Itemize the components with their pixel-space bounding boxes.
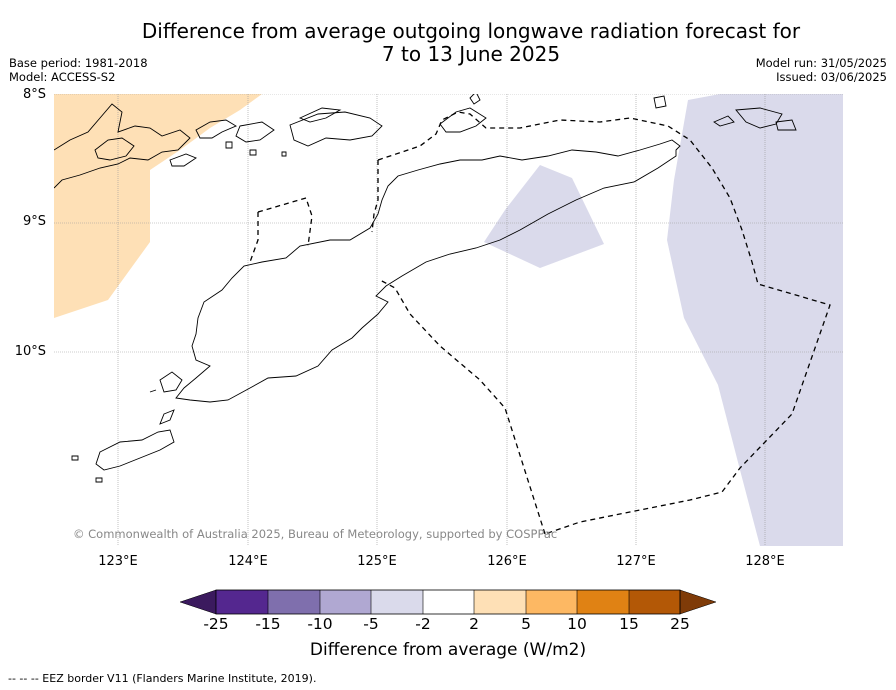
colorbar-segment-6 — [474, 590, 526, 614]
colorbar-frame — [215, 589, 681, 615]
base-period: Base period: 1981-2018 — [9, 56, 148, 70]
lon-label-126e: 126°E — [487, 554, 527, 569]
colorbar-tick: 15 — [619, 615, 639, 633]
colorbar-segment-8 — [577, 590, 629, 614]
colorbar-tick: -15 — [255, 615, 281, 633]
colorbar-segment-5 — [423, 590, 474, 614]
lon-label-128e: 128°E — [745, 554, 785, 569]
colorbar-tick: -5 — [363, 615, 379, 633]
issued-date: Issued: 03/06/2025 — [776, 70, 887, 84]
colorbar-segment-4 — [371, 590, 423, 614]
colorbar-tick: -25 — [203, 615, 229, 633]
colorbar-tick: 25 — [670, 615, 690, 633]
colorbar-segment-3 — [320, 590, 371, 614]
model-run: Model run: 31/05/2025 — [755, 56, 887, 70]
lat-label-10s: 10°S — [14, 344, 46, 359]
lon-label-127e: 127°E — [616, 554, 656, 569]
colorbar-segment-9 — [629, 590, 680, 614]
lon-label-125e: 125°E — [357, 554, 397, 569]
copyright-notice: © Commonwealth of Australia 2025, Bureau… — [73, 527, 558, 541]
lon-label-123e: 123°E — [98, 554, 138, 569]
eez-borders — [249, 111, 831, 535]
colorbar-label: Difference from average (W/m2) — [309, 640, 587, 660]
colorbar-tick: 5 — [521, 615, 531, 633]
chart-title: Difference from average outgoing longwav… — [0, 20, 896, 66]
colorbar-extend-high — [679, 589, 717, 615]
meta-right: Model run: 31/05/2025 Issued: 03/06/2025 — [756, 56, 887, 84]
colorbar-segment-7 — [526, 590, 577, 614]
negative-anomaly-east — [667, 94, 843, 546]
positive-anomaly-northwest — [54, 94, 262, 318]
colorbar-extend-low — [179, 589, 217, 615]
coastlines — [54, 94, 797, 483]
colorbar — [179, 589, 717, 615]
graticule — [54, 94, 843, 546]
colorbar-segment-1 — [216, 590, 268, 614]
lat-label-9s: 9°S — [22, 214, 46, 229]
colorbar-tick: 2 — [469, 615, 479, 633]
lat-label-8s: 8°S — [22, 87, 46, 102]
colorbar-segment-2 — [268, 590, 320, 614]
model-name: Model: ACCESS-S2 — [9, 70, 116, 84]
colorbar-tick: 10 — [567, 615, 587, 633]
colorbar-tick: -2 — [415, 615, 431, 633]
meta-left: Base period: 1981-2018 Model: ACCESS-S2 — [9, 56, 148, 84]
lon-label-124e: 124°E — [228, 554, 268, 569]
eez-note: -- -- -- EEZ border V11 (Flanders Marine… — [8, 672, 317, 685]
title-line-1: Difference from average outgoing longwav… — [141, 19, 801, 43]
colorbar-tick: -10 — [307, 615, 333, 633]
title-line-2: 7 to 13 June 2025 — [381, 42, 561, 66]
